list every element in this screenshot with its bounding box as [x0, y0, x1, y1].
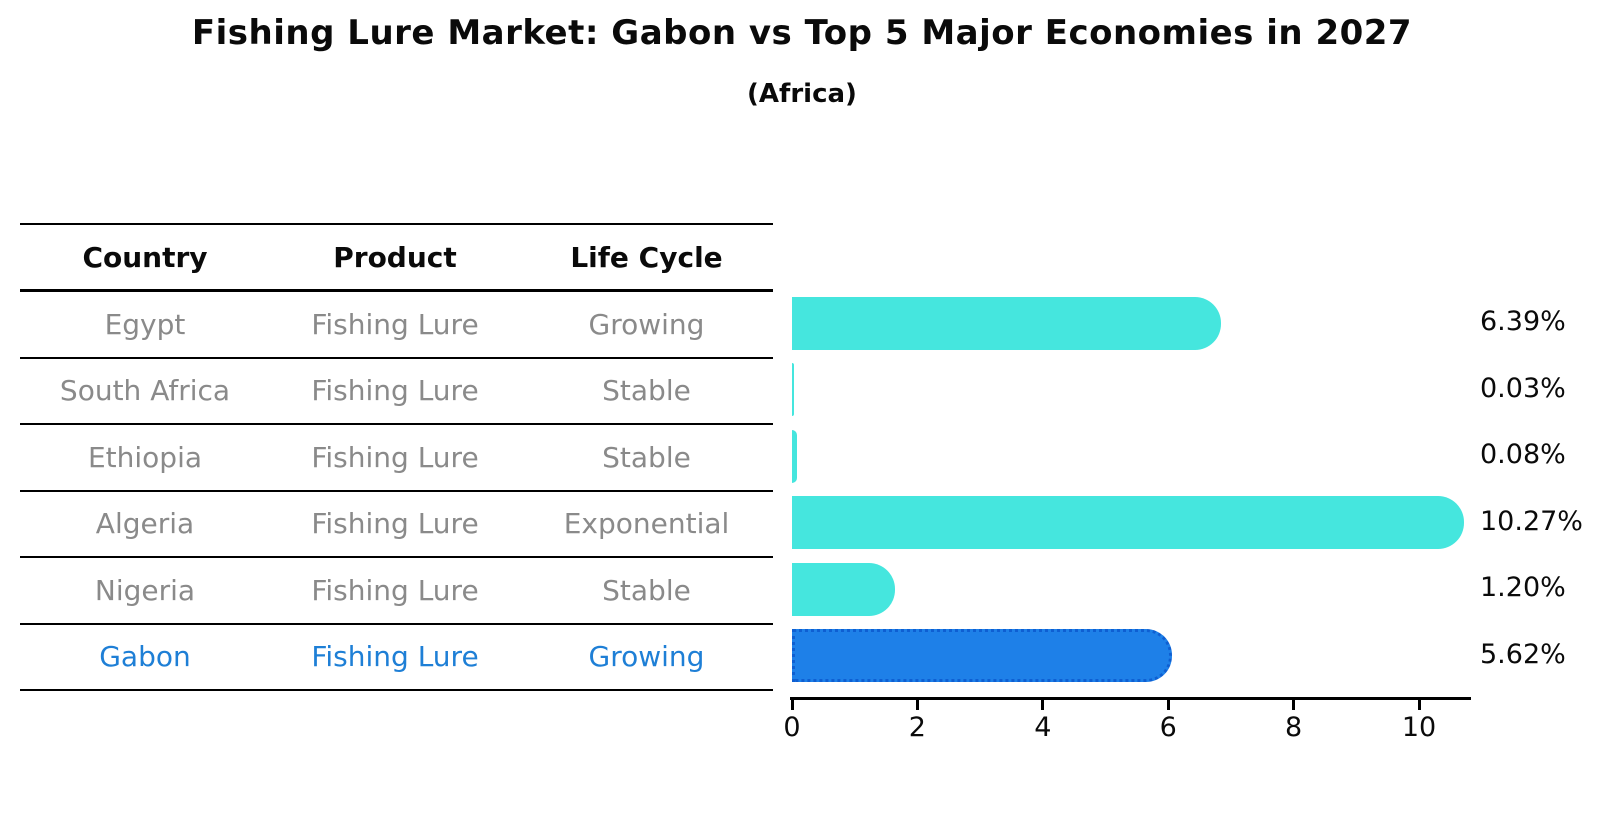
table-header-row: Country Product Life Cycle: [20, 225, 773, 292]
value-label-gabon: 5.62%: [1480, 638, 1566, 670]
bar-algeria: [792, 496, 1464, 549]
column-header-life-cycle: Life Cycle: [570, 240, 723, 274]
product-cell: Fishing Lure: [311, 374, 479, 408]
country-table: Country Product Life Cycle Egypt Fishing …: [20, 223, 773, 691]
chart-title: Fishing Lure Market: Gabon vs Top 5 Majo…: [191, 13, 1413, 53]
x-tick-mark-4: [1041, 700, 1045, 710]
table-row-gabon: Gabon Fishing Lure Growing: [20, 625, 773, 691]
value-label-south-africa: 0.03%: [1480, 372, 1566, 404]
x-axis-line: [790, 697, 1471, 700]
life-cycle-cell: Exponential: [563, 507, 730, 541]
life-cycle-cell: Stable: [602, 573, 691, 607]
life-cycle-cell: Growing: [588, 640, 705, 674]
value-label-algeria: 10.27%: [1480, 505, 1583, 537]
value-label-ethiopia: 0.08%: [1480, 439, 1566, 471]
country-cell: Nigeria: [94, 573, 196, 607]
column-header-product: Product: [333, 240, 457, 274]
x-tick-label-10: 10: [1401, 712, 1437, 743]
life-cycle-cell: Growing: [588, 307, 705, 341]
country-cell: Egypt: [104, 307, 186, 341]
bar-gabon: [792, 629, 1173, 682]
x-tick-label-0: 0: [783, 712, 801, 743]
product-cell: Fishing Lure: [311, 640, 479, 674]
x-tick-label-6: 6: [1159, 712, 1177, 743]
table-row-ethiopia: Ethiopia Fishing Lure Stable: [20, 425, 773, 492]
chart-subtitle: (Africa): [747, 79, 857, 109]
x-tick-mark-8: [1292, 700, 1296, 710]
bar-egypt: [792, 296, 1221, 350]
product-cell: Fishing Lure: [311, 307, 479, 341]
country-cell: Algeria: [95, 507, 195, 541]
table-row-algeria: Algeria Fishing Lure Exponential: [20, 492, 773, 558]
life-cycle-cell: Stable: [602, 374, 691, 408]
table-body: Egypt Fishing Lure Growing South Africa Fish…: [20, 292, 773, 691]
bar-nigeria: [792, 562, 896, 616]
x-tick-mark-10: [1417, 700, 1421, 710]
table-row-south-africa: South Africa Fishing Lure Stable: [20, 359, 773, 425]
country-cell: Ethiopia: [87, 440, 203, 474]
value-label-egypt: 6.39%: [1480, 306, 1566, 338]
table-row-egypt: Egypt Fishing Lure Growing: [20, 292, 773, 359]
product-cell: Fishing Lure: [311, 573, 479, 607]
bar-south-africa: [792, 363, 794, 416]
column-header-country: Country: [82, 240, 208, 274]
product-cell: Fishing Lure: [311, 440, 479, 474]
x-tick-mark-6: [1166, 700, 1170, 710]
x-tick-mark-2: [915, 700, 919, 710]
x-tick-label-2: 2: [908, 712, 926, 743]
country-cell: Gabon: [99, 640, 191, 674]
table-row-nigeria: Nigeria Fishing Lure Stable: [20, 558, 773, 625]
x-tick-mark-0: [790, 700, 794, 710]
bar-ethiopia: [792, 429, 798, 483]
x-tick-label-4: 4: [1034, 712, 1052, 743]
product-cell: Fishing Lure: [311, 507, 479, 541]
country-cell: South Africa: [59, 374, 231, 408]
life-cycle-cell: Stable: [602, 440, 691, 474]
x-tick-label-8: 8: [1285, 712, 1303, 743]
value-label-nigeria: 1.20%: [1480, 572, 1566, 604]
